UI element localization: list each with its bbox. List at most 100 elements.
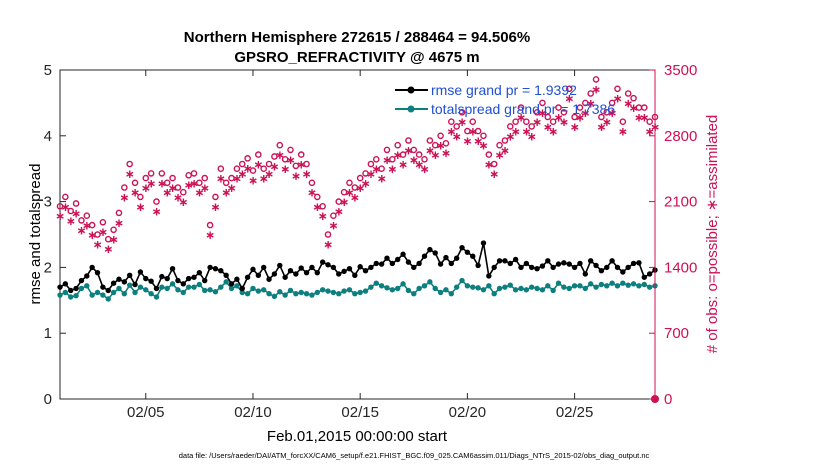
obs-assimilated-point: ∗ [516,111,526,125]
rmse-point [298,265,304,271]
obs-assimilated-point: ∗ [248,173,258,187]
totalspread-point [341,288,347,294]
rmse-point [277,262,283,269]
obs-possible-point [405,137,412,144]
obs-possible-point [576,104,584,111]
obs-possible-point [619,118,627,125]
totalspread-point [630,281,637,287]
obs-assimilated-point: ∗ [586,96,596,110]
obs-possible-point [421,155,428,163]
obs-possible-point [222,179,230,187]
obs-possible-point [142,174,150,182]
obs-assimilated-point: ∗ [328,219,338,233]
obs-possible-point [356,174,364,182]
obs-assimilated-point: ∗ [141,181,151,195]
y-right-tick-label: 0 [664,391,672,408]
rmse-point [518,264,524,271]
rmse-point [577,260,583,267]
obs-assimilated-point: ∗ [173,190,183,204]
obs-assimilated-point: ∗ [580,106,590,120]
obs-assimilated-point: ∗ [473,134,483,148]
y-right-tick-label: 3500 [664,62,697,79]
totalspread-point [121,291,128,297]
obs-possible-point [549,118,557,125]
rmse-point [330,264,337,271]
rmse-point [105,287,111,294]
totalspread-point [314,289,320,296]
x-axis-label: Feb.01,2015 00:00:00 start [267,428,448,445]
rmse-point [620,269,626,275]
legend-rmse-label: rmse grand pr = 1.9392 [431,82,577,98]
obs-possible-point [426,137,434,144]
obs-assimilated-point: ∗ [511,125,521,139]
rmse-point [571,264,578,271]
obs-possible-point [217,165,225,172]
totalspread-point [78,285,85,292]
plot-area [59,69,656,400]
ticks-layer: 02/05 02/10 02/15 02/20 02/25 0 1 2 3 4 5 0 700 1400 2… [44,62,698,421]
totalspread-point [571,283,578,289]
obs-possible-point [517,104,525,111]
obs-possible-point [324,231,332,238]
obs-assimilated-point: ∗ [87,228,97,242]
totalspread-point [593,284,599,290]
obs-possible-point [506,123,514,130]
obs-possible-point [383,146,391,154]
obs-possible-point [319,202,326,210]
obs-possible-point [88,221,96,229]
obs-assimilated-point: ∗ [210,200,220,214]
obs-assimilated-point: ∗ [168,181,178,195]
obs-possible-point [464,127,471,135]
rmse-point [250,266,256,273]
obs-assimilated-point: ∗ [162,186,172,200]
rmse-point [491,264,497,271]
obs-assimilated-point: ∗ [564,92,574,106]
rmse-point [437,261,444,267]
totalspread-point [480,287,487,293]
obs-assimilated-point: ∗ [103,242,113,256]
totalspread-point [164,285,170,292]
obs-assimilated-point: ∗ [532,115,542,129]
obs-possible-point [163,179,171,187]
totalspread-point [250,285,256,292]
totalspread-point [566,285,572,292]
obs-assimilated-point: ∗ [55,209,65,223]
obs-assimilated-point: ∗ [237,167,247,181]
rmse-point [202,277,208,284]
rmse-point [143,275,149,282]
obs-possible-point [244,155,251,162]
rmse-point [389,260,396,267]
obs-assimilated-point: ∗ [618,125,628,139]
rmse-point [566,261,572,267]
obs-assimilated-point: ∗ [307,186,317,200]
totalspread-point [614,283,621,289]
obs-possible-point [528,123,536,130]
obs-possible-point [442,140,450,147]
obs-assimilated-point: ∗ [559,115,569,129]
obs-assimilated-point: ∗ [521,125,531,139]
rmse-point [287,267,294,274]
obs-possible-point [110,226,117,234]
rmse-point [73,285,79,292]
legend: rmse grand pr = 1.9392 totalspread grand… [395,82,615,117]
totalspread-point [555,280,562,286]
obs-possible-point [67,207,75,215]
totalspread-point [378,283,385,289]
totalspread-point [373,280,379,286]
obs-assimilated-point: ∗ [478,139,488,153]
obs-assimilated-point: ∗ [371,162,381,176]
totalspread-point [496,285,503,292]
obs-possible-point [523,118,530,125]
obs-possible-point [169,174,176,182]
rmse-point [352,272,358,278]
obs-possible-point [174,184,182,191]
obs-assimilated-point: ∗ [291,169,301,183]
obs-possible-point [378,165,385,172]
rmse-point [319,259,326,265]
rmse-point [110,280,117,286]
lines-layer [57,240,658,302]
obs-possible-point [614,85,621,93]
rmse-point [196,269,203,276]
obs-assimilated-point: ∗ [264,167,274,181]
obs-possible-point [415,151,423,158]
